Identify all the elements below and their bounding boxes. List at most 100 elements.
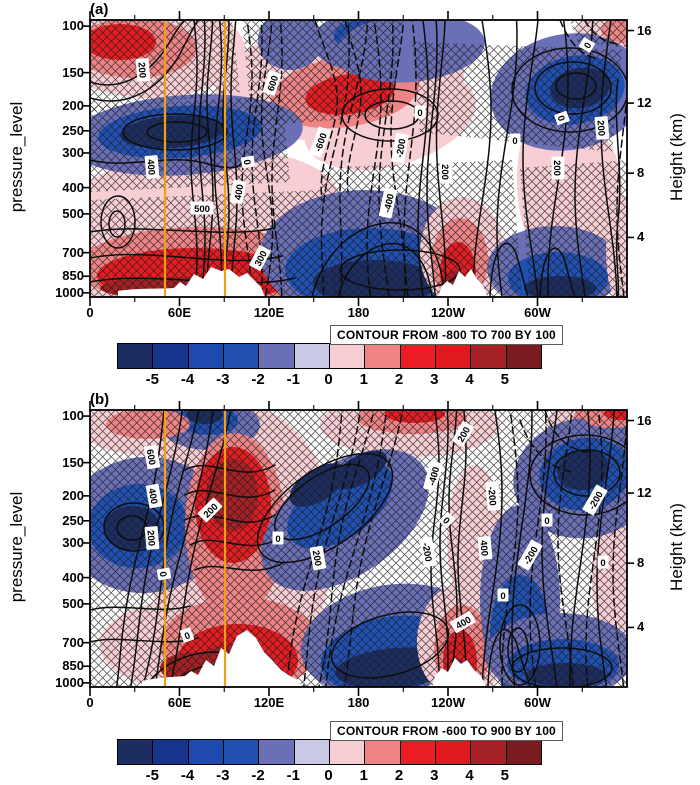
- svg-text:0: 0: [241, 159, 253, 166]
- contour-label: 0: [578, 37, 596, 53]
- svg-text:-400: -400: [382, 193, 397, 214]
- colorbar-swatch: [188, 344, 224, 368]
- pressure-tick-label: 700: [62, 244, 84, 260]
- svg-text:-400: -400: [427, 466, 443, 487]
- colorbar-swatch: [471, 740, 507, 764]
- terrain-mask: [142, 630, 303, 687]
- colorbar-swatch: [329, 344, 366, 368]
- svg-text:0: 0: [157, 571, 169, 578]
- contour-label: 500: [190, 201, 214, 215]
- pressure-tick-label: 400: [62, 569, 84, 585]
- pressure-tick-label: 1000: [55, 674, 84, 690]
- svg-text:0: 0: [600, 558, 605, 569]
- colorbar-tick-label: -4: [180, 371, 195, 388]
- colorbar-swatch: [294, 740, 330, 764]
- colorbar-swatch: [118, 740, 154, 764]
- contour-label: 0: [414, 105, 426, 119]
- colorbar-tick-label: 4: [465, 767, 474, 784]
- contour-label: 200: [551, 156, 565, 180]
- longitude-tick-label: 60E: [167, 695, 192, 710]
- height-tick-label: 8: [637, 555, 645, 571]
- contour-label: 400: [144, 155, 160, 179]
- svg-text:0: 0: [555, 114, 567, 123]
- panel-b-contour-note: CONTOUR FROM -600 TO 900 BY 100: [330, 721, 563, 741]
- colorbar-tick-label: -3: [216, 371, 230, 388]
- svg-text:0: 0: [440, 515, 452, 527]
- contour-label: 0: [597, 555, 609, 569]
- panel-a-colorbar: [117, 343, 542, 369]
- terrain-mask: [438, 269, 488, 297]
- contour-label: 200: [594, 116, 610, 140]
- contour-label: 0: [541, 513, 553, 527]
- pressure-tick-label: 300: [62, 144, 84, 160]
- colorbar-tick-label: -4: [180, 767, 195, 784]
- colorbar-tick-label: 0: [324, 371, 333, 388]
- panel-b-left-axis-title: pressure_level: [7, 491, 26, 603]
- pressure-tick-label: 100: [62, 408, 84, 424]
- contour-label: 0: [272, 531, 284, 545]
- svg-text:0: 0: [183, 630, 192, 642]
- panel-a-contour-note: CONTOUR FROM -800 TO 700 BY 100: [330, 325, 563, 345]
- svg-text:400: 400: [146, 487, 160, 505]
- colorbar-tick-label: 3: [430, 767, 439, 784]
- pressure-tick-label: 150: [62, 454, 84, 470]
- pressure-tick-label: 100: [62, 18, 84, 34]
- pressure-tick-label: 250: [62, 512, 84, 528]
- terrain-mask: [118, 267, 266, 297]
- svg-text:600: 600: [144, 448, 158, 466]
- longitude-tick-label: 0: [86, 695, 94, 710]
- colorbar-swatch: [188, 740, 224, 764]
- svg-text:200: 200: [144, 530, 156, 547]
- colorbar-swatch: [471, 344, 507, 368]
- height-tick-label: 4: [637, 619, 645, 635]
- contour-label: 400: [229, 179, 247, 205]
- colorbar-swatch: [153, 740, 189, 764]
- contour-label: 0: [157, 567, 172, 581]
- colorbar-tick-label: 3: [430, 371, 439, 388]
- contour-label: 200: [135, 58, 151, 82]
- svg-text:200: 200: [551, 160, 562, 176]
- pressure-tick-label: 150: [62, 64, 84, 80]
- colorbar-tick-label: 0: [324, 767, 333, 784]
- colorbar-swatch: [400, 344, 436, 368]
- longitude-tick-label: 120E: [253, 695, 285, 710]
- colorbar-swatch: [365, 740, 401, 764]
- svg-text:-200: -200: [394, 138, 408, 159]
- pressure-tick-label: 200: [62, 97, 84, 113]
- colorbar-tick-label: 1: [359, 371, 368, 388]
- colorbar-tick-label: 4: [465, 371, 474, 388]
- svg-text:0: 0: [582, 41, 594, 51]
- colorbar-swatch: [259, 344, 295, 368]
- contour-label: 0: [509, 133, 521, 147]
- svg-text:400: 400: [233, 183, 247, 201]
- longitude-tick-label: 60W: [524, 305, 551, 320]
- terrain-mask: [432, 658, 487, 687]
- panel-a-left-axis-title: pressure_level: [7, 101, 26, 213]
- colorbar-swatch: [118, 344, 154, 368]
- pressure-tick-label: 1000: [55, 284, 84, 300]
- panel-b-label: (b): [90, 391, 110, 408]
- pressure-tick-label: 850: [62, 658, 84, 674]
- colorbar-swatch: [223, 344, 260, 368]
- pressure-tick-label: 400: [62, 179, 84, 195]
- height-tick-label: 4: [637, 229, 645, 245]
- contour-label: -200: [485, 481, 501, 511]
- height-tick-label: 12: [637, 95, 652, 111]
- svg-text:0: 0: [417, 108, 422, 119]
- colorbar-tick-label: 1: [359, 767, 368, 784]
- svg-text:0: 0: [512, 136, 517, 147]
- pressure-tick-label: 700: [62, 634, 84, 650]
- contour-label: -400: [378, 187, 398, 219]
- svg-text:200: 200: [594, 120, 606, 137]
- longitude-tick-label: 60E: [167, 305, 192, 320]
- height-tick-label: 8: [637, 165, 645, 181]
- colorbar-tick-label: 5: [500, 767, 509, 784]
- contour-label: 0: [438, 511, 456, 529]
- svg-text:-200: -200: [419, 542, 433, 563]
- svg-text:400: 400: [144, 159, 156, 176]
- contour-label: 400: [477, 536, 493, 560]
- panel-a-label: (a): [90, 1, 109, 18]
- contour-label: 0: [497, 588, 509, 602]
- colorbar-tick-label: 2: [394, 767, 404, 784]
